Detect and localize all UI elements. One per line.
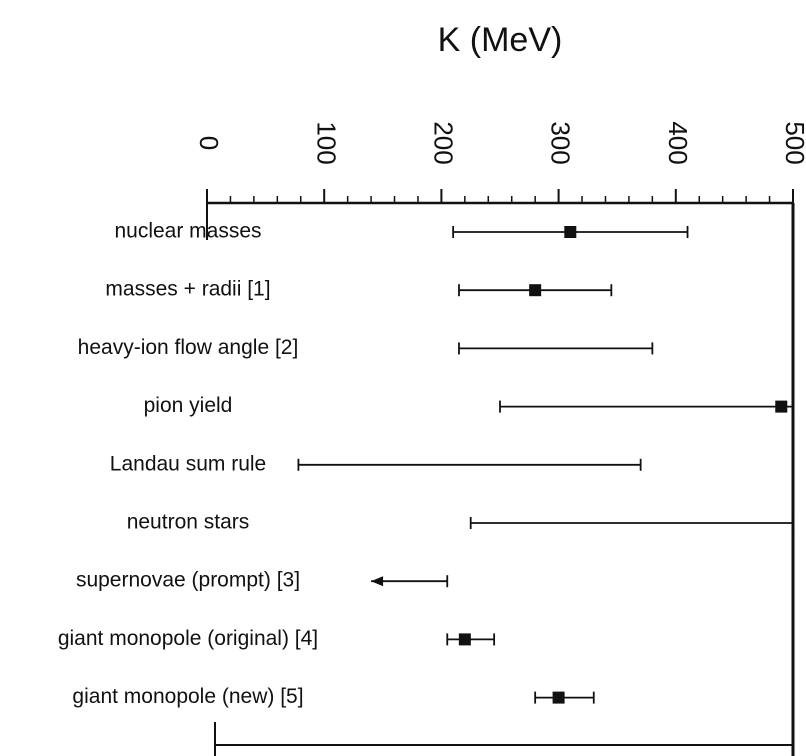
central-value	[775, 400, 788, 413]
category-label: nuclear masses	[114, 220, 261, 243]
category-label: Landau sum rule	[110, 452, 266, 475]
category-label: neutron stars	[127, 511, 250, 534]
category-label: giant monopole (original) [4]	[58, 627, 318, 650]
central-value	[458, 633, 471, 646]
x-tick-label: 100	[311, 121, 341, 164]
x-tick-label: 500	[780, 121, 806, 164]
x-tick-label: 200	[429, 121, 459, 164]
x-tick-label: 300	[546, 121, 576, 164]
category-label: pion yield	[144, 394, 233, 417]
category-label: heavy-ion flow angle [2]	[78, 336, 299, 359]
central-value	[552, 691, 565, 704]
category-label: masses + radii [1]	[105, 278, 270, 301]
central-value	[529, 284, 542, 297]
axis-title: K (MeV)	[438, 21, 563, 59]
central-value	[564, 226, 577, 238]
category-label: giant monopole (new) [5]	[72, 685, 303, 708]
range-arrow	[371, 576, 384, 587]
category-label: supernovae (prompt) [3]	[76, 569, 300, 592]
x-tick-label: 0	[194, 136, 224, 150]
x-tick-label: 400	[663, 121, 693, 164]
